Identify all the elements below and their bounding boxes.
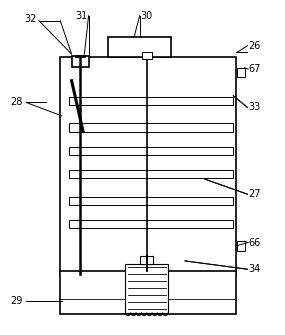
Bar [69,96,233,105]
Bar [60,57,236,274]
Bar [237,241,245,251]
Text: 27: 27 [248,189,261,199]
Bar [69,197,233,205]
Bar [125,264,168,313]
Text: 34: 34 [249,264,261,274]
Bar [69,123,233,132]
Text: 28: 28 [10,97,23,108]
Bar [69,220,233,228]
Text: 29: 29 [10,296,23,306]
Bar [60,271,236,314]
Bar [237,68,245,77]
Text: 30: 30 [141,11,153,21]
Bar [69,170,233,178]
Bar [69,147,233,155]
Text: 32: 32 [24,14,37,24]
Text: 33: 33 [249,103,261,113]
Text: 66: 66 [249,238,261,248]
Text: 26: 26 [248,41,261,51]
Bar [72,56,89,67]
Text: 67: 67 [248,64,261,74]
Text: 31: 31 [76,11,88,21]
Bar [109,38,171,57]
Bar [142,52,152,59]
Bar [141,256,153,264]
